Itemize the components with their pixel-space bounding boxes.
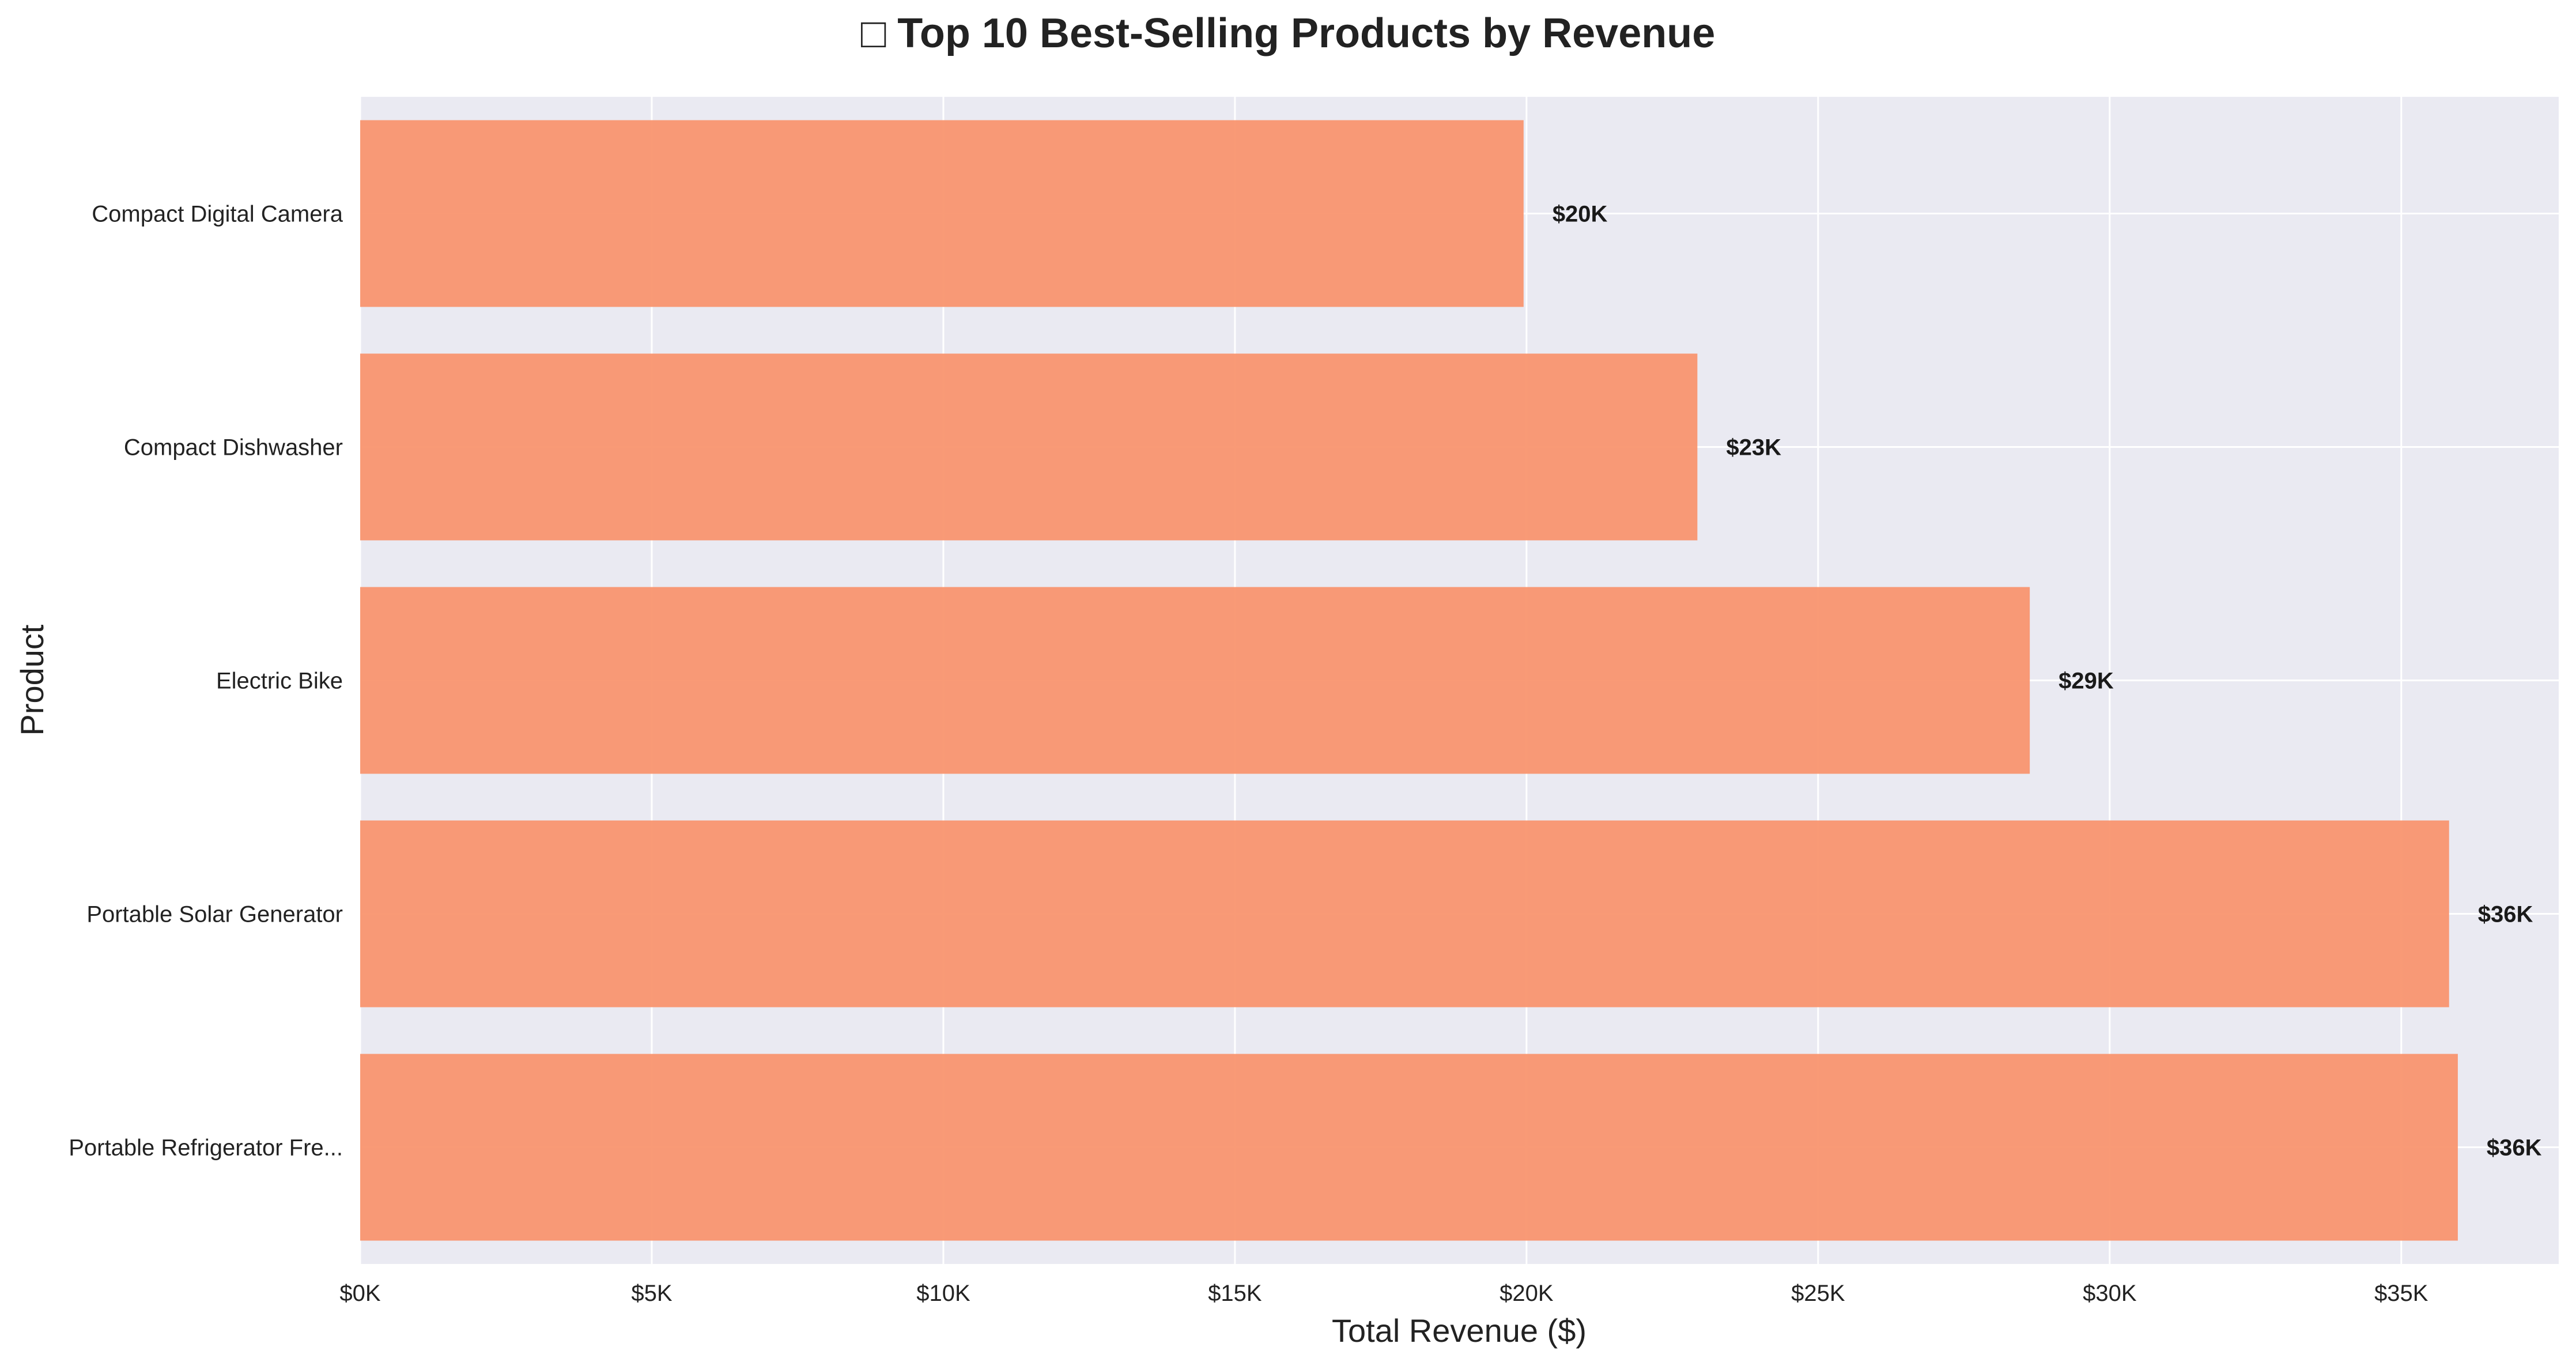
- x-tick-label: $35K: [2374, 1281, 2428, 1306]
- bar-value-label: $23K: [1726, 435, 1781, 461]
- chart-title: □ Top 10 Best-Selling Products by Revenu…: [861, 10, 1715, 56]
- x-tick-label: $20K: [1499, 1281, 1554, 1306]
- y-tick-label: Compact Dishwasher: [124, 435, 343, 461]
- x-tick-label: $30K: [2083, 1281, 2137, 1306]
- y-axis-label: Product: [14, 624, 50, 735]
- bar: [360, 120, 1524, 307]
- x-axis-label: Total Revenue ($): [1332, 1312, 1587, 1349]
- bar-value-label: $36K: [2478, 902, 2533, 927]
- data-labels: $20K $23K $29K $36K $36K: [1553, 202, 2542, 1161]
- bar: [360, 820, 2449, 1007]
- x-tick-labels: $0K $5K $10K $15K $20K $25K $30K $35K: [339, 1281, 2428, 1306]
- y-tick-label: Compact Digital Camera: [92, 202, 343, 227]
- bar: [360, 587, 2030, 774]
- x-tick-label: $0K: [339, 1281, 380, 1306]
- bars: [360, 120, 2458, 1241]
- x-tick-label: $10K: [916, 1281, 970, 1306]
- bar-value-label: $20K: [1553, 202, 1608, 227]
- bar: [360, 353, 1698, 541]
- bar-value-label: $36K: [2487, 1135, 2542, 1161]
- y-tick-label: Electric Bike: [216, 669, 343, 694]
- y-tick-label: Portable Solar Generator: [86, 902, 343, 927]
- y-tick-label: Portable Refrigerator Fre...: [69, 1135, 343, 1161]
- x-tick-label: $15K: [1208, 1281, 1262, 1306]
- bar: [360, 1054, 2458, 1241]
- y-tick-labels: Compact Digital Camera Compact Dishwasher…: [69, 202, 343, 1161]
- x-tick-label: $5K: [631, 1281, 672, 1306]
- bar-value-label: $29K: [2058, 669, 2114, 694]
- x-tick-label: $25K: [1791, 1281, 1845, 1306]
